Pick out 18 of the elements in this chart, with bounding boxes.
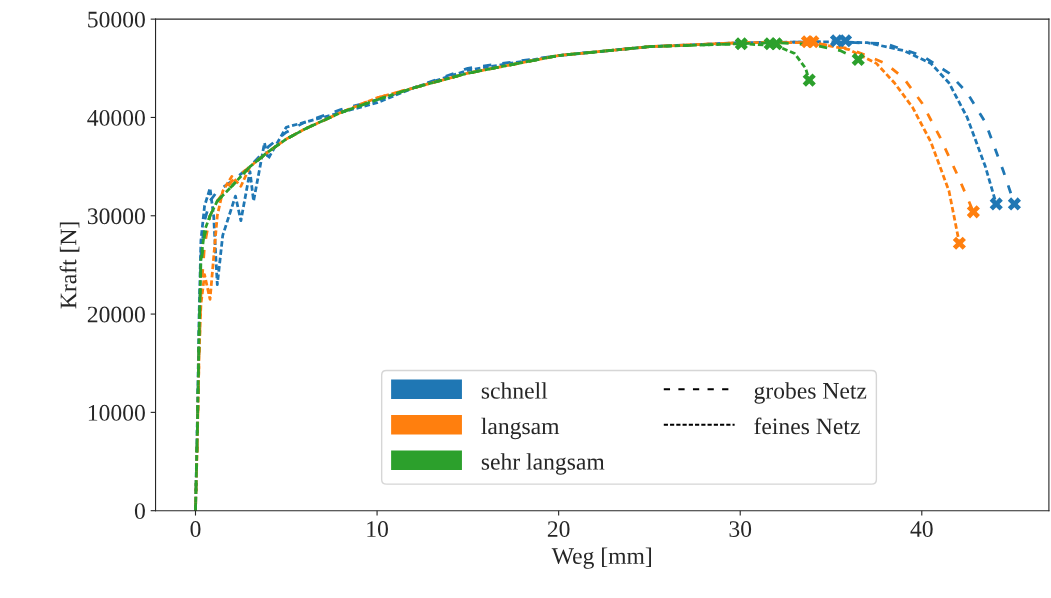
x-tick-label: 40	[910, 521, 933, 538]
y-tick-label: 30000	[87, 208, 145, 225]
y-axis-title: Kraft [N]	[59, 222, 80, 309]
x-tick-label: 30	[729, 521, 752, 538]
annotation: grobes Netz	[754, 382, 867, 404]
legend-label: langsam	[481, 417, 560, 440]
y-tick-label: 50000	[88, 11, 145, 28]
y-tick-label: 20000	[87, 306, 145, 323]
x-axis-title: Weg [mm]	[551, 547, 651, 569]
y-tick-label: 10000	[88, 404, 145, 421]
x-tick-label: 0	[190, 521, 201, 538]
y-tick-label: 40000	[87, 109, 145, 126]
legend-label: schnell	[481, 382, 548, 399]
x-tick-label: 10	[367, 521, 388, 538]
legend-label: sehr langsam	[481, 453, 605, 475]
x-tick-label: 20	[547, 521, 570, 538]
y-tick-label: 0	[134, 503, 145, 520]
annotation: feines Netz	[754, 417, 860, 435]
